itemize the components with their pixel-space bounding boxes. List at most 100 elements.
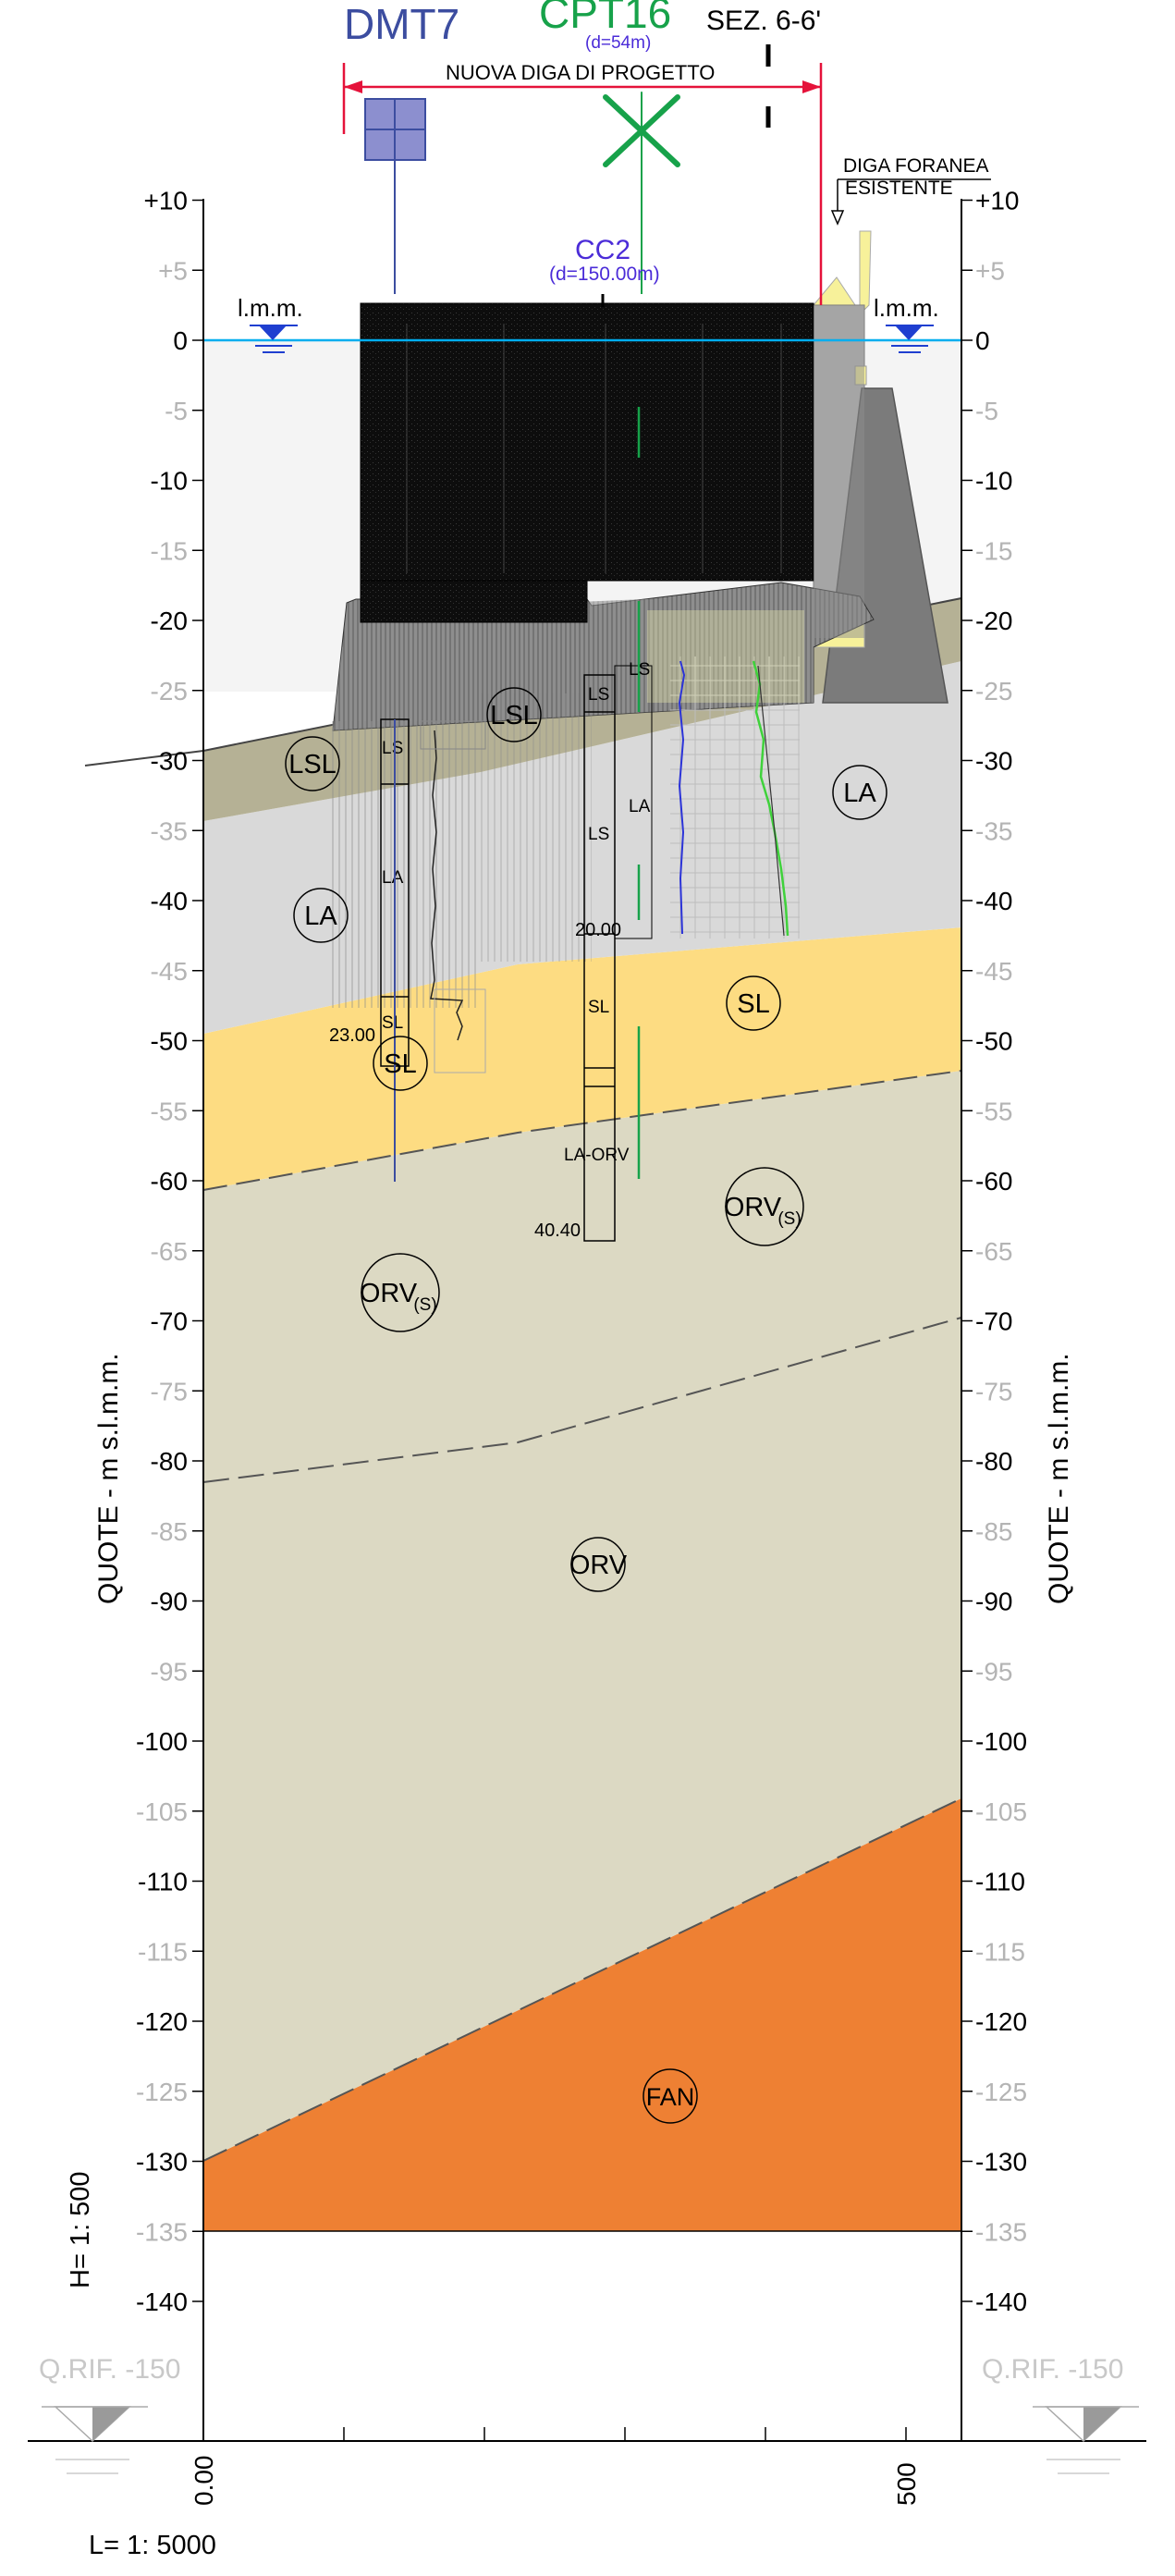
right-tick-label: -45 (975, 957, 1012, 986)
left-tick-label: 0 (173, 326, 188, 355)
cpt-log: LS LA (629, 407, 789, 1179)
left-tick-label: +5 (158, 256, 188, 285)
left-tick-label: -130 (136, 2148, 188, 2177)
borehole-title: CC2 (575, 235, 630, 265)
right-tick-label: -35 (975, 816, 1012, 845)
right-tick-label: 0 (975, 326, 990, 355)
layer-fan (203, 1798, 961, 2231)
right-tick-label: -70 (975, 1307, 1012, 1336)
vertical-scale: H= 1: 500 (66, 2171, 95, 2288)
section-title: SEZ. 6-6' (706, 6, 821, 36)
sl-boundary-dashed (202, 1070, 962, 1191)
left-tick-label: -80 (151, 1447, 188, 1476)
dmt-log-ls: LS (382, 739, 403, 758)
right-tick-label: -5 (975, 397, 998, 425)
right-tick-label: -130 (975, 2148, 1027, 2177)
cc2-log-sl: SL (588, 998, 609, 1017)
sea-level-symbol-right: l.m.m. (874, 294, 939, 353)
right-tick-label: -135 (975, 2217, 1027, 2246)
cpt-grid-highlight (647, 610, 804, 703)
right-tick-label: -40 (975, 887, 1012, 915)
new-dam-label: NUOVA DIGA DI PROGETTO (446, 61, 715, 84)
right-tick-label: -90 (975, 1588, 1012, 1616)
left-tick-label: -90 (151, 1588, 188, 1616)
dmt-log: LS LA SL 23.00 (329, 718, 486, 1182)
left-tick-label: -20 (151, 607, 188, 635)
x-start-label: 0.00 (190, 2456, 218, 2507)
left-tick-label: +10 (144, 187, 189, 215)
sea-level-symbol-left: l.m.m. (238, 294, 303, 353)
new-breakwater (332, 302, 875, 731)
left-tick-label: -40 (151, 887, 188, 915)
borehole-distance: (d=150.00m) (549, 264, 660, 285)
left-tick-label: -60 (151, 1167, 188, 1196)
right-tick-label: -65 (975, 1237, 1012, 1266)
right-tick-label: +5 (975, 256, 1005, 285)
left-tick-label: -135 (136, 2217, 188, 2246)
left-tick-label: -30 (151, 747, 188, 776)
right-tick-label: +10 (975, 187, 1020, 215)
label-orv-s-right: ORV (724, 1193, 782, 1222)
label-orv-s-right-sub: (S) (777, 1209, 801, 1229)
new-dam-dimension (342, 63, 823, 305)
right-tick-label: -75 (975, 1377, 1012, 1405)
right-tick-label: -20 (975, 607, 1012, 635)
cc2-log: LS LS SL LA-ORV 20.00 40.40 (534, 665, 653, 1242)
right-tick-label: -125 (975, 2078, 1027, 2106)
right-tick-label: -50 (975, 1027, 1012, 1056)
cc2-log-ls-2: LS (588, 825, 609, 844)
dmt-log-la: LA (382, 868, 404, 888)
x-end-label: 500 (892, 2462, 921, 2506)
right-tick-label: -85 (975, 1517, 1012, 1546)
ref-label-left: Q.RIF. -150 (39, 2354, 180, 2385)
dmt-plot-hatch (331, 721, 479, 1008)
right-tick-label: -120 (975, 2007, 1027, 2036)
left-tick-label: -110 (138, 1868, 188, 1896)
cpt-title: CPT16 (539, 0, 671, 37)
left-tick-label: -140 (136, 2288, 188, 2316)
axis-title-right: QUOTE - m s.l.m.m. (1044, 1353, 1074, 1604)
cpt-log-ls: LS (629, 660, 650, 680)
right-tick-label: -15 (975, 536, 1012, 565)
right-tick-label: -55 (975, 1097, 1012, 1125)
right-tick-label: -80 (975, 1447, 1012, 1476)
cc2-depth-20: 20.00 (575, 920, 621, 940)
sea-level-label-right: l.m.m. (874, 294, 939, 322)
orv-s-boundary-dashed (202, 1317, 962, 1483)
left-tick-label: -55 (151, 1097, 188, 1125)
label-sl-right: SL (737, 989, 769, 1019)
left-tick-label: -100 (136, 1727, 188, 1756)
right-tick-label: -60 (975, 1167, 1012, 1196)
left-tick-label: -95 (151, 1657, 188, 1686)
label-lsl-left: LSL (288, 750, 337, 779)
dmt-log-depth: 23.00 (329, 1025, 375, 1046)
cc2-log-ls-1: LS (588, 685, 609, 705)
right-tick-label: -115 (975, 1937, 1025, 1966)
existing-dam-label-1: DIGA FORANEA (843, 155, 989, 177)
cc2-depth-40: 40.40 (534, 1221, 581, 1241)
left-tick-label: -120 (136, 2007, 188, 2036)
cpt-plot-grid (670, 656, 800, 938)
label-orv: ORV (569, 1551, 628, 1580)
label-sl-left: SL (384, 1049, 416, 1079)
axis-title-left: QUOTE - m s.l.m.m. (93, 1353, 124, 1604)
left-tick-label: -5 (165, 397, 188, 425)
axes: +10+50-5-10-15-20-25-30-35-40-45-50-55-6… (28, 187, 1146, 2442)
label-orv-s-left: ORV (360, 1279, 418, 1308)
right-tick-label: -100 (975, 1727, 1027, 1756)
sea-level-label-left: l.m.m. (238, 294, 303, 322)
left-tick-label: -115 (138, 1937, 188, 1966)
cc2-plot-hatch (481, 693, 592, 962)
right-tick-label: -30 (975, 747, 1012, 776)
caisson-block (360, 302, 814, 582)
left-tick-label: -65 (151, 1237, 188, 1266)
label-la-left: LA (304, 902, 337, 931)
ref-symbol-right (1033, 2406, 1139, 2474)
right-tick-label: -25 (975, 677, 1012, 705)
cpt-symbol (603, 92, 680, 167)
horizontal-scale: L= 1: 5000 (89, 2531, 216, 2560)
right-tick-label: -140 (975, 2288, 1027, 2316)
ref-symbol-left (42, 2406, 148, 2474)
cpt-distance: (d=54m) (585, 33, 651, 53)
label-fan: FAN (646, 2083, 695, 2111)
